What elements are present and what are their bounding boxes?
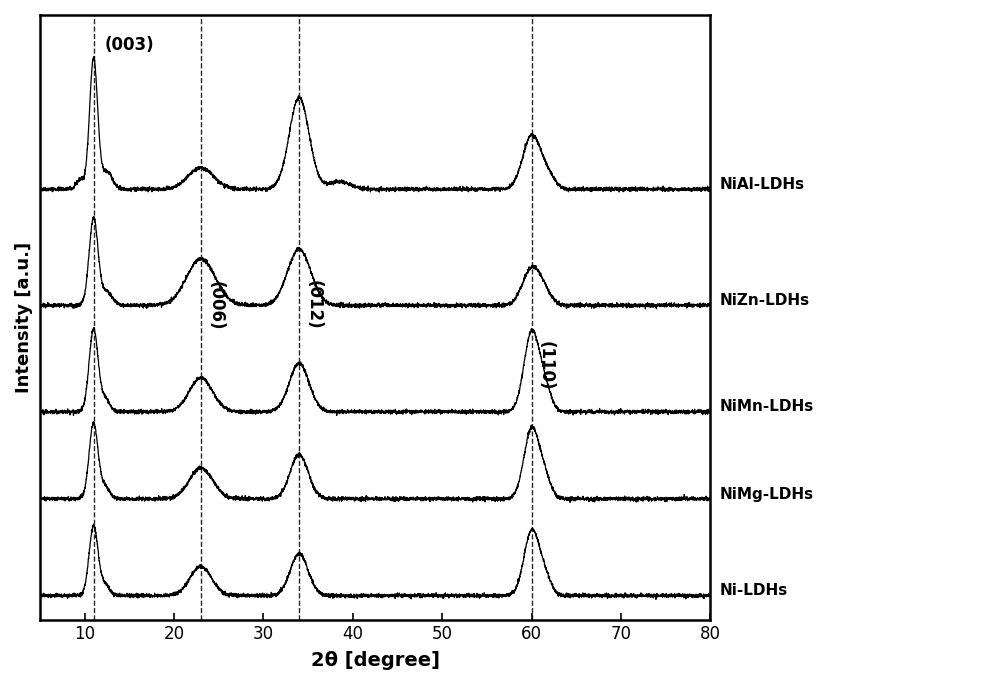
Text: (012): (012) [305,280,323,330]
Text: (003): (003) [104,36,154,54]
Text: (006): (006) [206,281,224,330]
Y-axis label: Intensity [a.u.]: Intensity [a.u.] [15,242,33,393]
Text: NiMg-LDHs: NiMg-LDHs [719,486,813,501]
Text: NiMn-LDHs: NiMn-LDHs [719,399,814,414]
Text: Ni-LDHs: Ni-LDHs [719,583,788,598]
Text: NiZn-LDHs: NiZn-LDHs [719,293,809,308]
Text: (110): (110) [537,341,555,390]
Text: NiAl-LDHs: NiAl-LDHs [719,177,804,192]
X-axis label: 2θ [degree]: 2θ [degree] [311,651,440,670]
